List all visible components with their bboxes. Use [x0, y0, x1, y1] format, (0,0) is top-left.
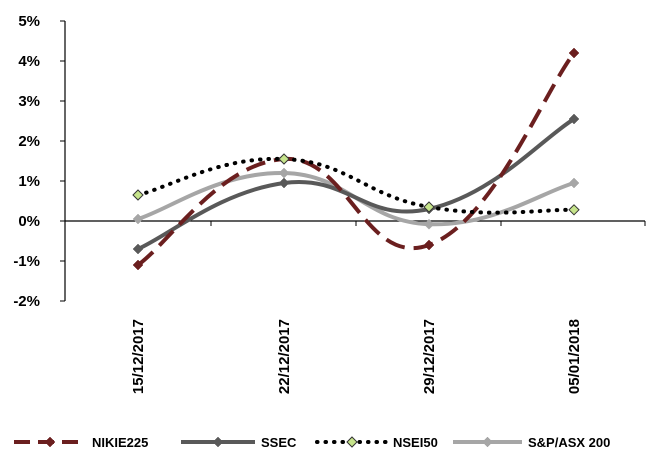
series-lines: [132, 47, 580, 271]
legend-label: SSEC: [261, 435, 297, 450]
legend-label: NSEI50: [393, 435, 438, 450]
data-point-s-p-asx-200: [278, 167, 290, 179]
series-nsei50: [132, 153, 580, 216]
legend-marker: [212, 436, 224, 448]
series-line-nsei50: [136, 156, 576, 215]
legend-marker: [346, 436, 358, 448]
legend-label: NIKIE225: [92, 435, 148, 450]
legend-marker: [482, 436, 493, 448]
series-nikie225: [132, 47, 580, 271]
legend-label: S&P/ASX 200: [528, 435, 610, 450]
x-tick-label: 22/12/2017: [276, 319, 293, 394]
data-point-nsei50: [423, 201, 435, 213]
data-point-s-p-asx-200: [132, 213, 144, 225]
data-point-nsei50: [132, 189, 144, 201]
data-point-s-p-asx-200: [568, 177, 580, 189]
legend: NIKIE225 SSEC NSEI50 S&P/ASX 200: [14, 435, 610, 450]
data-point-nsei50: [568, 204, 580, 216]
data-point-nsei50: [278, 153, 290, 165]
series-line-nikie225: [136, 51, 576, 267]
data-point-s-p-asx-200: [423, 218, 435, 230]
data-point-nikie225: [423, 239, 435, 251]
y-tick-label: 1%: [18, 173, 40, 190]
x-tick-label: 29/12/2017: [421, 319, 438, 394]
y-tick-label: -1%: [13, 253, 40, 270]
legend-item-s-p-asx-200: S&P/ASX 200: [453, 435, 610, 450]
data-point-ssec: [132, 243, 144, 255]
series-ssec: [132, 113, 580, 255]
legend-item-nsei50: NSEI50: [315, 435, 438, 450]
x-tick-label: 05/01/2018: [566, 319, 583, 394]
y-tick-label: 0%: [18, 213, 40, 230]
y-tick-label: 2%: [18, 133, 40, 150]
data-point-ssec: [278, 177, 290, 189]
y-tick-label: 5%: [18, 13, 40, 30]
legend-marker: [44, 436, 56, 448]
data-point-nikie225: [568, 47, 580, 59]
data-point-nikie225: [132, 259, 144, 271]
data-point-ssec: [568, 113, 580, 125]
y-tick-label: 4%: [18, 53, 40, 70]
x-tick-label: 15/12/2017: [130, 319, 147, 394]
axes: [60, 20, 646, 302]
legend-item-ssec: SSEC: [181, 435, 297, 450]
y-tick-labels: 5% 4% 3% 2% 1% 0% -1% -2%: [13, 13, 40, 310]
x-tick-labels: 15/12/2017 22/12/2017 29/12/2017 05/01/2018: [130, 319, 583, 394]
y-tick-label: 3%: [18, 93, 40, 110]
legend-item-nikie225: NIKIE225: [14, 435, 148, 450]
series-line-ssec: [137, 117, 576, 251]
y-tick-label: -2%: [13, 293, 40, 310]
